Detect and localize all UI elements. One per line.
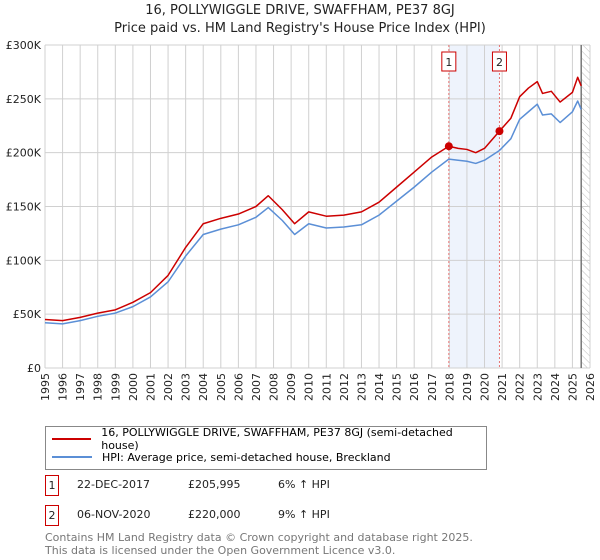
y-tick-label: £200K bbox=[6, 147, 42, 160]
sale-point bbox=[495, 127, 504, 136]
footer-licence: This data is licensed under the Open Gov… bbox=[45, 544, 396, 557]
x-tick-label: 2004 bbox=[197, 373, 210, 401]
x-tick-label: 1997 bbox=[74, 373, 87, 401]
transaction-price: £220,000 bbox=[188, 508, 241, 521]
legend-swatch-red bbox=[52, 438, 92, 440]
transaction-badge: 1 bbox=[45, 475, 59, 496]
x-tick-label: 2010 bbox=[303, 373, 316, 401]
sale-point bbox=[444, 142, 453, 151]
x-tick-label: 2013 bbox=[355, 373, 368, 401]
footer-copyright: Contains HM Land Registry data © Crown c… bbox=[45, 531, 473, 544]
x-tick-label: 1998 bbox=[92, 373, 105, 401]
transaction-price: £205,995 bbox=[188, 478, 241, 491]
x-tick-label: 2008 bbox=[268, 373, 281, 401]
x-tick-label: 2000 bbox=[127, 373, 140, 401]
transaction-badge: 2 bbox=[45, 505, 59, 526]
x-tick-label: 2018 bbox=[443, 373, 456, 401]
x-tick-label: 2017 bbox=[426, 373, 439, 401]
x-tick-label: 2022 bbox=[514, 373, 527, 401]
x-tick-label: 2019 bbox=[461, 373, 474, 401]
legend-label: 16, POLLYWIGGLE DRIVE, SWAFFHAM, PE37 8G… bbox=[101, 426, 453, 452]
x-tick-label: 2003 bbox=[180, 373, 193, 401]
x-tick-label: 2009 bbox=[285, 373, 298, 401]
x-tick-label: 2016 bbox=[408, 373, 421, 401]
line-chart: 1995 1996 1997 1998 1999 2000 2001 2002 2003 2004… bbox=[6, 39, 597, 401]
y-tick-label: £100K bbox=[6, 254, 42, 267]
transaction-hpi: 9% ↑ HPI bbox=[278, 508, 330, 521]
legend-label: HPI: Average price, semi-detached house,… bbox=[102, 450, 391, 464]
sale-marker-label: 1 bbox=[445, 56, 452, 69]
x-tick-label: 2006 bbox=[232, 373, 245, 401]
x-tick-label: 2015 bbox=[391, 373, 404, 401]
x-tick-label: 2002 bbox=[162, 373, 175, 401]
x-tick-label: 2024 bbox=[549, 373, 562, 401]
transaction-date: 06-NOV-2020 bbox=[77, 508, 151, 521]
x-tick-label: 2023 bbox=[531, 373, 544, 401]
chart-title: 16, POLLYWIGGLE DRIVE, SWAFFHAM, PE37 8G… bbox=[145, 3, 455, 18]
y-tick-label: £0 bbox=[27, 362, 41, 375]
series-line bbox=[44, 76, 582, 322]
legend: 16, POLLYWIGGLE DRIVE, SWAFFHAM, PE37 8G… bbox=[45, 426, 487, 470]
y-tick-label: £300K bbox=[6, 39, 42, 52]
x-tick-label: 2025 bbox=[566, 373, 579, 401]
sale-marker-badge bbox=[491, 51, 507, 72]
legend-item-property: 16, POLLYWIGGLE DRIVE, SWAFFHAM, PE37 8G… bbox=[52, 426, 486, 452]
x-tick-label: 2011 bbox=[320, 373, 333, 401]
x-tick-label: 2026 bbox=[584, 373, 597, 401]
sale-marker-badge bbox=[441, 51, 457, 72]
x-tick-label: 2005 bbox=[215, 373, 228, 401]
x-tick-label: 2020 bbox=[479, 373, 492, 401]
x-tick-label: 2007 bbox=[250, 373, 263, 401]
x-tick-label: 2021 bbox=[496, 373, 509, 401]
y-tick-label: £150K bbox=[6, 201, 42, 214]
x-tick-label: 1996 bbox=[57, 373, 70, 401]
sale-marker-label: 2 bbox=[496, 56, 503, 69]
x-tick-label: 2001 bbox=[144, 373, 157, 401]
legend-item-hpi: HPI: Average price, semi-detached house,… bbox=[52, 449, 391, 465]
x-tick-label: 2012 bbox=[338, 373, 351, 401]
transaction-hpi: 6% ↑ HPI bbox=[278, 478, 330, 491]
legend-swatch-blue bbox=[52, 456, 92, 458]
x-tick-label: 1995 bbox=[39, 373, 52, 401]
series-line bbox=[44, 100, 582, 325]
x-tick-label: 1999 bbox=[109, 373, 122, 401]
x-tick-label: 2014 bbox=[373, 373, 386, 401]
transaction-date: 22-DEC-2017 bbox=[77, 478, 151, 491]
y-tick-label: £250K bbox=[6, 93, 42, 106]
chart-subtitle: Price paid vs. HM Land Registry's House … bbox=[114, 21, 486, 36]
y-tick-label: £50K bbox=[13, 308, 42, 321]
